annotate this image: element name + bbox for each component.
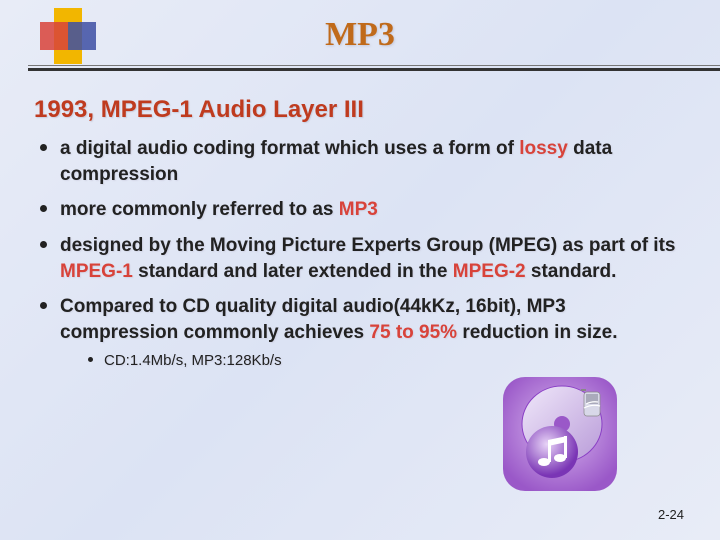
title-underline [28, 68, 720, 71]
slide-header: MP3 [0, 0, 720, 78]
text: more commonly referred to as [60, 199, 339, 220]
list-item: Compared to CD quality digital audio(44k… [60, 294, 680, 372]
text: reduction in size. [457, 322, 617, 343]
highlight-text: MPEG-2 [453, 261, 526, 282]
text: standard. [526, 261, 617, 282]
highlight-text: 75 to 95% [369, 322, 457, 343]
list-item: a digital audio coding format which uses… [60, 136, 680, 187]
highlight-text: MP3 [339, 199, 378, 220]
music-disc-icon [500, 374, 620, 494]
text: designed by the Moving Picture Experts G… [60, 235, 675, 256]
slide-title: MP3 [0, 16, 720, 54]
highlight-text: lossy [519, 138, 568, 159]
sub-list-item: CD:1.4Mb/s, MP3:128Kb/s [104, 351, 680, 371]
list-item: more commonly referred to as MP3 [60, 197, 680, 223]
page-number: 2-24 [658, 507, 684, 522]
highlight-text: MPEG-1 [60, 261, 133, 282]
bullet-list: a digital audio coding format which uses… [34, 136, 680, 372]
text: a digital audio coding format which uses… [60, 138, 519, 159]
sub-list: CD:1.4Mb/s, MP3:128Kb/s [60, 351, 680, 371]
text: standard and later extended in the [133, 261, 453, 282]
subheading: 1993, MPEG-1 Audio Layer III [34, 96, 680, 124]
list-item: designed by the Moving Picture Experts G… [60, 233, 680, 284]
slide-content: 1993, MPEG-1 Audio Layer III a digital a… [0, 78, 720, 372]
